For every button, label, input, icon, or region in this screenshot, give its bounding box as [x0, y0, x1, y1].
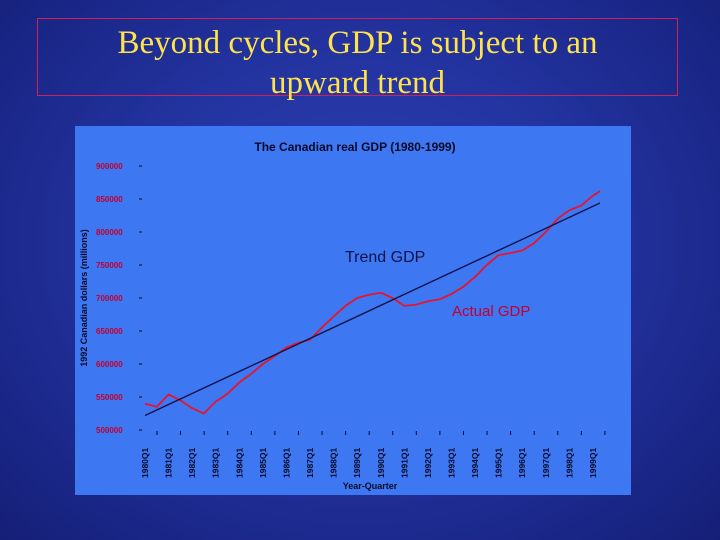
- x-tick-label: 1993Q1: [446, 447, 456, 478]
- y-tick-label: 600000: [96, 360, 123, 369]
- y-tick-label: 500000: [96, 426, 123, 435]
- x-tick-label: 1987Q1: [305, 447, 315, 478]
- y-tick-label: 800000: [96, 228, 123, 237]
- x-tick-label: 1986Q1: [281, 447, 291, 478]
- chart-title: The Canadian real GDP (1980-1999): [254, 140, 455, 154]
- series-lines: [144, 190, 601, 417]
- y-tick-label: 750000: [96, 261, 123, 270]
- annotation-actual-gdp: Actual GDP: [452, 303, 530, 320]
- x-tick-label: 1990Q1: [376, 447, 386, 478]
- x-tick-label: 1982Q1: [187, 447, 197, 478]
- x-tick-label: 1994Q1: [470, 447, 480, 478]
- annotation-trend-gdp: Trend GDP: [345, 249, 425, 266]
- x-tick-label: 1997Q1: [541, 447, 551, 478]
- y-tick-label: 850000: [96, 195, 123, 204]
- slide-title-line-2: upward trend: [269, 65, 446, 101]
- chart-background: [75, 126, 631, 495]
- trend-gdp-line: [144, 202, 601, 417]
- x-tick-label: 1983Q1: [211, 447, 221, 478]
- y-tick-label: 650000: [96, 327, 123, 336]
- gdp-chart-svg: The Canadian real GDP (1980-1999) 1992 C…: [75, 126, 631, 495]
- y-axis-label: 1992 Canadian dollars (millions): [79, 229, 89, 367]
- slide-title-line-1: Beyond cycles, GDP is subject to an: [117, 25, 598, 61]
- y-tick-label: 900000: [96, 162, 123, 171]
- x-tick-label: 1995Q1: [494, 447, 504, 478]
- title-box: Beyond cycles, GDP is subject to an upwa…: [37, 18, 678, 101]
- x-tick-label: 1996Q1: [517, 447, 527, 478]
- x-tick-label: 1991Q1: [399, 447, 409, 478]
- actual-gdp-line: [144, 190, 601, 415]
- x-tick-label: 1985Q1: [258, 447, 268, 478]
- y-ticks: 900000 850000 800000 750000 700000 650000 6000…: [96, 162, 142, 435]
- y-tick-label: 700000: [96, 294, 123, 303]
- x-tick-label: 1999Q1: [588, 447, 598, 478]
- x-tick-label: 1989Q1: [352, 447, 362, 478]
- x-tick-label: 1981Q1: [164, 447, 174, 478]
- x-tick-label: 1998Q1: [564, 447, 574, 478]
- y-tick-label: 550000: [96, 393, 123, 402]
- x-axis-label: Year-Quarter: [343, 481, 398, 491]
- x-tick-label: 1980Q1: [140, 447, 150, 478]
- x-tick-label: 1992Q1: [423, 447, 433, 478]
- x-ticks: 1980Q1 1981Q1 1982Q1 1983Q1 1984Q1 1985Q1 1986…: [140, 431, 606, 478]
- x-tick-label: 1988Q1: [329, 447, 339, 478]
- slide-title: Beyond cycles, GDP is subject to an upwa…: [38, 23, 677, 103]
- x-tick-label: 1984Q1: [234, 447, 244, 478]
- gdp-chart: The Canadian real GDP (1980-1999) 1992 C…: [75, 126, 631, 495]
